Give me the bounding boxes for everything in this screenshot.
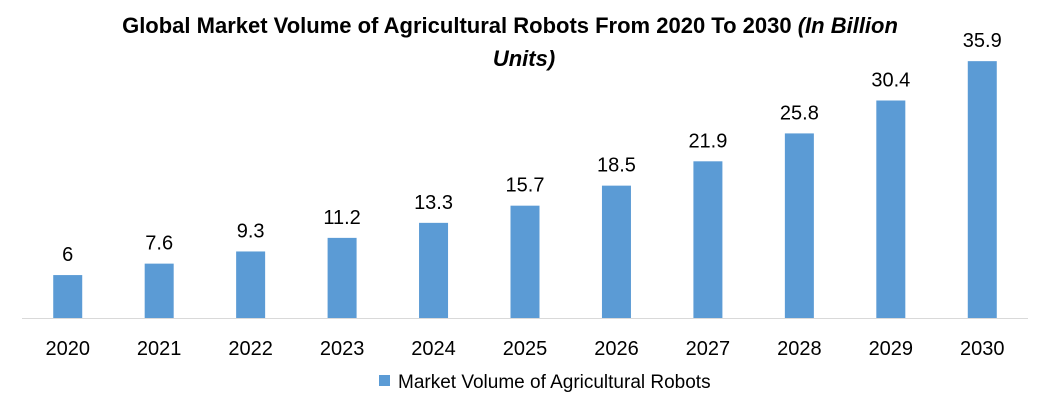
x-tick-2026: 2026	[594, 338, 639, 360]
bar-2025	[510, 205, 540, 318]
x-tick-2025: 2025	[503, 338, 548, 360]
legend-label: Market Volume of Agricultural Robots	[398, 372, 711, 393]
bar-2024	[419, 222, 449, 318]
bars	[53, 61, 997, 319]
data-label-2028: 25.8	[780, 102, 819, 124]
data-labels: 6 7.6 9.3 11.2 13.3 15.7 18.5 21.9 25.8 30.4 35.9	[62, 30, 1002, 266]
title-unit-part1: (In Billion	[798, 13, 898, 38]
legend-swatch	[379, 375, 390, 386]
data-label-2023: 11.2	[323, 207, 360, 229]
x-tick-2028: 2028	[777, 338, 822, 360]
x-tick-2022: 2022	[228, 338, 273, 360]
legend: Market Volume of Agricultural Robots	[379, 372, 711, 393]
chart-title: Global Market Volume of Agricultural Rob…	[122, 13, 898, 71]
x-tick-labels: 2020 2021 2022 2023 2024 2025 2026 2027 2028 2029…	[45, 338, 1004, 360]
data-label-2020: 6	[62, 244, 73, 266]
x-tick-2023: 2023	[320, 338, 365, 360]
data-label-2029: 30.4	[871, 70, 910, 92]
title-main: Global Market Volume of Agricultural Rob…	[122, 13, 792, 38]
data-label-2025: 15.7	[506, 175, 545, 197]
bar-2021	[144, 263, 174, 318]
bar-2030	[967, 61, 997, 318]
bar-2028	[784, 133, 814, 318]
title-unit-part2: Units)	[493, 46, 555, 71]
bar-2022	[236, 251, 266, 318]
bar-2027	[693, 161, 723, 318]
data-label-2030: 35.9	[963, 30, 1002, 52]
bar-2020	[53, 275, 83, 318]
x-tick-2020: 2020	[45, 338, 90, 360]
data-label-2021: 7.6	[145, 233, 173, 255]
data-label-2022: 9.3	[237, 220, 265, 242]
x-tick-2024: 2024	[411, 338, 456, 360]
bar-2023	[327, 237, 357, 318]
data-label-2026: 18.5	[597, 155, 636, 177]
data-label-2024: 13.3	[414, 192, 453, 214]
x-tick-2029: 2029	[869, 338, 914, 360]
bar-2026	[601, 185, 631, 318]
data-label-2027: 21.9	[688, 130, 727, 152]
bar-2029	[876, 100, 906, 319]
x-tick-2030: 2030	[960, 338, 1005, 360]
x-tick-2021: 2021	[137, 338, 182, 360]
svg-text:Global Market Volume of Agricu: Global Market Volume of Agricultural Rob…	[122, 13, 898, 38]
x-tick-2027: 2027	[686, 338, 731, 360]
